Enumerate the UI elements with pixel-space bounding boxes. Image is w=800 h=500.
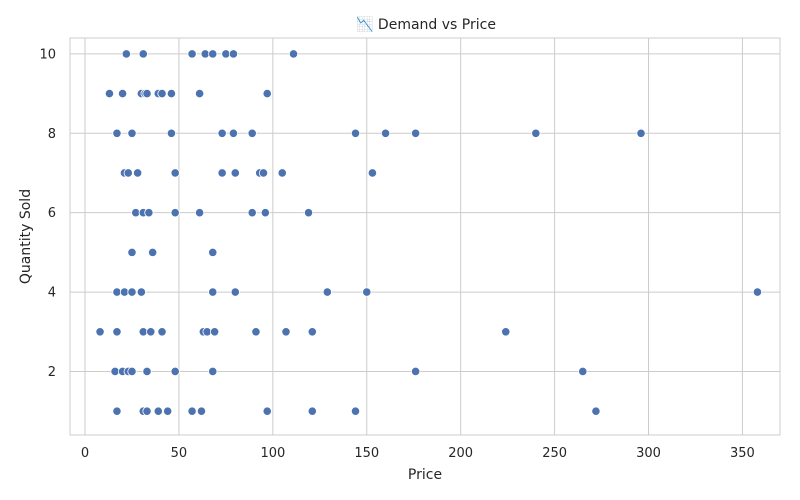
data-point xyxy=(187,406,197,416)
x-tick-label: 250 xyxy=(542,446,567,461)
data-point xyxy=(247,208,257,218)
data-point xyxy=(251,327,261,337)
data-point xyxy=(195,208,205,218)
data-point xyxy=(260,208,270,218)
data-point xyxy=(112,327,122,337)
data-point xyxy=(208,366,218,377)
data-point xyxy=(230,168,240,178)
y-tick-label: 10 xyxy=(39,47,56,62)
data-point xyxy=(104,88,115,99)
data-point xyxy=(411,366,421,377)
data-point xyxy=(281,327,291,337)
data-point xyxy=(157,327,167,337)
data-point xyxy=(208,287,218,297)
data-point xyxy=(112,406,122,416)
x-tick-label: 100 xyxy=(260,446,285,461)
data-point xyxy=(195,88,205,99)
data-point xyxy=(350,406,361,416)
data-point xyxy=(208,247,218,257)
x-tick-label: 300 xyxy=(636,446,661,461)
data-point xyxy=(262,406,272,416)
data-point xyxy=(210,327,220,337)
data-point xyxy=(196,406,207,416)
x-tick-labels: 0 50 100 150 200 250 300 350 xyxy=(81,446,755,461)
data-point xyxy=(217,168,227,178)
data-point xyxy=(288,49,299,59)
data-point xyxy=(157,88,167,99)
data-point xyxy=(258,168,269,178)
data-point xyxy=(170,168,180,178)
y-tick-label: 8 xyxy=(48,127,56,142)
data-point xyxy=(142,88,152,99)
data-point xyxy=(146,327,156,337)
data-point xyxy=(127,128,137,138)
data-point xyxy=(95,327,105,337)
data-point xyxy=(121,49,131,59)
data-point xyxy=(127,247,137,257)
x-tick-label: 350 xyxy=(730,446,755,461)
data-points xyxy=(95,49,763,416)
data-point xyxy=(142,406,152,416)
data-point xyxy=(133,168,143,178)
x-tick-label: 0 xyxy=(81,446,89,461)
data-point xyxy=(127,366,137,377)
data-point xyxy=(380,128,391,138)
data-point xyxy=(350,128,361,138)
gridlines xyxy=(70,38,780,435)
data-point xyxy=(411,128,421,138)
y-tick-labels: 2 4 6 8 10 xyxy=(39,47,56,380)
data-point xyxy=(247,128,257,138)
data-point xyxy=(170,208,180,218)
data-point xyxy=(166,128,177,138)
x-tick-label: 200 xyxy=(448,446,473,461)
y-tick-label: 6 xyxy=(48,206,56,221)
data-point xyxy=(531,128,541,138)
data-point xyxy=(187,49,197,59)
data-point xyxy=(136,287,146,297)
data-point xyxy=(277,168,287,178)
data-point xyxy=(208,49,218,59)
data-point xyxy=(170,366,180,377)
data-point xyxy=(142,366,152,377)
data-point xyxy=(217,128,227,138)
data-point xyxy=(578,366,588,377)
data-point xyxy=(367,168,378,178)
data-point xyxy=(166,88,177,99)
data-point xyxy=(303,208,314,218)
chart-title: 📉 Demand vs Price xyxy=(356,16,496,33)
data-point xyxy=(307,406,317,416)
data-point xyxy=(148,247,158,257)
data-point xyxy=(501,327,511,337)
data-point xyxy=(153,406,163,416)
data-point xyxy=(307,327,317,337)
data-point xyxy=(230,287,240,297)
y-tick-label: 4 xyxy=(48,286,56,301)
plot-frame xyxy=(69,37,781,436)
x-tick-label: 150 xyxy=(354,446,379,461)
data-point xyxy=(752,287,763,297)
data-point xyxy=(127,287,137,297)
data-point xyxy=(138,49,148,59)
data-point xyxy=(144,208,154,218)
y-tick-label: 2 xyxy=(48,365,56,380)
data-point xyxy=(636,128,646,138)
data-point xyxy=(163,406,173,416)
data-point xyxy=(117,88,128,99)
data-point xyxy=(112,128,122,138)
data-point xyxy=(322,287,332,297)
data-point xyxy=(123,168,133,178)
data-point xyxy=(362,287,372,297)
data-point xyxy=(262,88,272,99)
data-point xyxy=(228,128,239,138)
y-axis-label: Quantity Sold xyxy=(18,189,34,284)
x-axis-label: Price xyxy=(408,467,442,483)
data-point xyxy=(228,49,239,59)
data-point xyxy=(591,406,601,416)
x-tick-label: 50 xyxy=(171,446,188,461)
